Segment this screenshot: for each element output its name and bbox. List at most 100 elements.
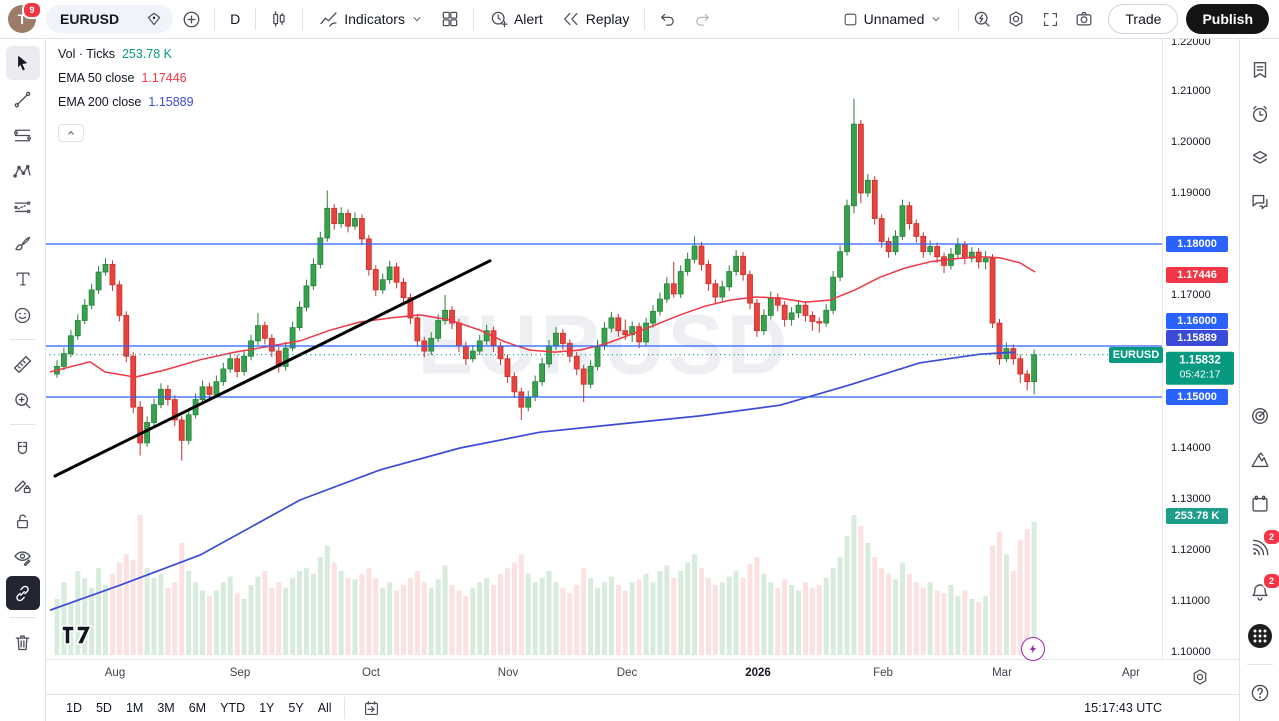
axis-settings-icon[interactable]	[1190, 667, 1210, 687]
volume-bar	[865, 543, 871, 655]
avatar[interactable]: T 9	[8, 1, 42, 33]
screener-icon	[1249, 405, 1271, 427]
volume-bar	[380, 587, 386, 655]
tradingview-logo[interactable]	[61, 624, 93, 646]
volume-bar	[248, 585, 254, 655]
candle-body	[407, 297, 414, 319]
fullscreen-button[interactable]	[1034, 3, 1066, 35]
candle-body	[261, 325, 268, 339]
legend-collapse-button[interactable]	[58, 124, 84, 142]
replay-button[interactable]: Replay	[553, 3, 638, 35]
brush-tool-button[interactable]	[6, 226, 40, 260]
volume-bar	[608, 576, 614, 655]
cursor-tool-button[interactable]	[5, 46, 40, 80]
chart-canvas[interactable]	[45, 38, 1163, 660]
candle-body	[178, 419, 185, 441]
range-1m-button[interactable]: 1M	[119, 699, 150, 717]
range-5d-button[interactable]: 5D	[89, 699, 119, 717]
layout-grid-icon	[440, 9, 460, 29]
legend-value: 253.78 K	[121, 47, 173, 61]
compare-add-symbol-button[interactable]	[175, 3, 207, 35]
candle-body	[968, 251, 975, 259]
text-tool-button[interactable]	[6, 262, 40, 296]
fib-retracement-tool-button[interactable]	[6, 118, 40, 152]
alert-button[interactable]: Alert	[481, 3, 551, 35]
hide-drawings-icon	[12, 547, 33, 568]
remove-drawings-tool-button[interactable]	[6, 625, 40, 659]
volume-bar	[678, 571, 684, 655]
candle-body	[483, 330, 490, 342]
candle-body	[885, 241, 892, 253]
clock[interactable]: 15:17:43 UTC	[1084, 701, 1162, 715]
publish-button[interactable]: Publish	[1186, 4, 1269, 34]
volume-bar	[338, 571, 344, 655]
volume-bar	[491, 585, 497, 655]
screenshot-button[interactable]	[1068, 3, 1100, 35]
ema-50-close-line[interactable]	[49, 256, 1036, 378]
emoji-tool-button[interactable]	[6, 298, 40, 332]
redo-button[interactable]	[686, 3, 718, 35]
drawing-lock-tool-button[interactable]	[6, 468, 40, 502]
volume-bar	[241, 599, 247, 655]
range-ytd-button[interactable]: YTD	[213, 699, 252, 717]
symbol-search-input[interactable]: EURUSD	[46, 5, 174, 33]
legend-row[interactable]: Vol · Ticks 253.78 K	[58, 47, 194, 71]
time-axis[interactable]: Aug Sep Oct Nov Dec 2026 Feb Mar Apr	[45, 659, 1240, 694]
price-axis[interactable]: 1.22000 1.21000 1.20000 1.19000 1.17000 1.140…	[1162, 38, 1240, 660]
sidebar-chat-button[interactable]	[1245, 187, 1275, 217]
sidebar-ideas-button[interactable]	[1245, 445, 1275, 475]
sidebar-watchlist-button[interactable]	[1245, 55, 1275, 85]
zoom-in-tool-button[interactable]	[6, 383, 40, 417]
candle-body	[712, 283, 719, 298]
instant-data-icon[interactable]	[1021, 637, 1045, 661]
go-to-date-button[interactable]	[356, 692, 388, 721]
volume-bar	[601, 582, 607, 655]
sidebar-news-stream-button[interactable]: 2	[1245, 528, 1279, 563]
lock-all-tool-button[interactable]	[6, 504, 40, 538]
trade-button[interactable]: Trade	[1108, 4, 1179, 34]
trend-line-drawing[interactable]	[53, 259, 492, 478]
settings-button[interactable]	[1000, 3, 1032, 35]
timeframe-button[interactable]: D	[222, 3, 248, 35]
hide-drawings-tool-button[interactable]	[6, 540, 40, 574]
quick-search-button[interactable]	[966, 3, 998, 35]
range-6m-button[interactable]: 6M	[182, 699, 213, 717]
volume-bar	[976, 601, 982, 655]
candle-body	[1017, 358, 1024, 375]
legend-row[interactable]: EMA 200 close 1.15889	[58, 95, 194, 119]
candle-body	[760, 314, 767, 332]
save-layout-button[interactable]: Unnamed	[834, 3, 952, 35]
sync-drawings-tool-button[interactable]	[5, 576, 40, 610]
candles-icon	[269, 9, 289, 29]
range-1d-button[interactable]: 1D	[59, 699, 89, 717]
sidebar-calendar-button[interactable]	[1245, 489, 1275, 519]
magnet-tool-button[interactable]	[6, 432, 40, 466]
trend-line-tool-button[interactable]	[6, 82, 40, 116]
undo-button[interactable]	[652, 3, 684, 35]
candle-body	[580, 368, 587, 385]
sidebar-alerts-button[interactable]	[1245, 99, 1275, 129]
range-5y-button[interactable]: 5Y	[281, 699, 310, 717]
drawing-lock-icon	[12, 475, 33, 496]
separator	[472, 8, 474, 30]
range-1y-button[interactable]: 1Y	[252, 699, 281, 717]
sidebar-screener-button[interactable]	[1245, 401, 1275, 431]
chart-style-button[interactable]	[263, 3, 295, 35]
ruler-tool-button[interactable]	[6, 347, 40, 381]
ema-200-close-line[interactable]	[49, 351, 1016, 612]
layout-templates-button[interactable]	[434, 3, 466, 35]
sidebar-apps-grid-button[interactable]	[1245, 621, 1275, 651]
sidebar-notifications-button[interactable]: 2	[1245, 572, 1279, 607]
sidebar-object-tree-button[interactable]	[1245, 143, 1275, 173]
range-all-button[interactable]: All	[311, 699, 339, 717]
news-stream-badge: 2	[1261, 528, 1279, 546]
pattern-tool-button[interactable]	[6, 154, 40, 188]
range-3m-button[interactable]: 3M	[150, 699, 181, 717]
date-ranges: 1D 5D 1M 3M 6M YTD 1Y 5Y All	[59, 699, 339, 717]
prediction-tool-button[interactable]	[6, 190, 40, 224]
candle-body	[906, 205, 913, 225]
volume-bar	[955, 596, 961, 655]
legend-row[interactable]: EMA 50 close 1.17446	[58, 71, 194, 95]
indicators-button[interactable]: Indicators	[310, 3, 432, 35]
sidebar-help-button[interactable]	[1245, 678, 1275, 708]
